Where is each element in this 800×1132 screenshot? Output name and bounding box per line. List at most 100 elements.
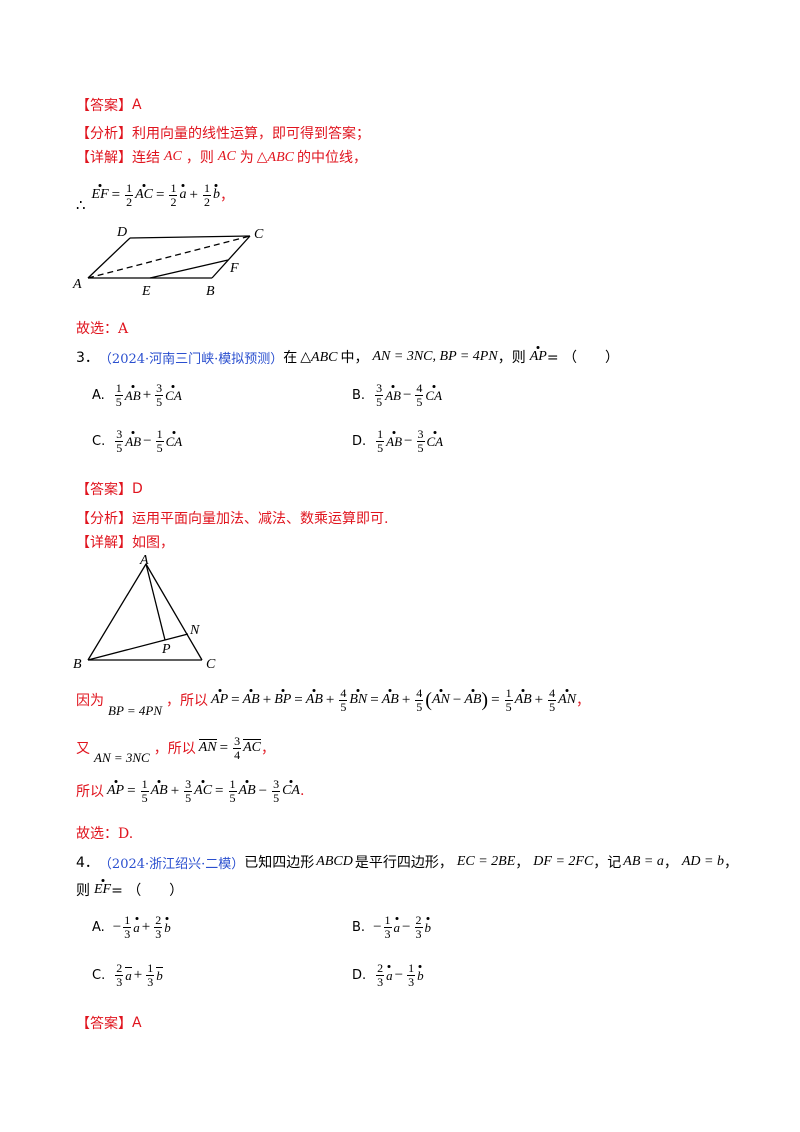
- stem-text: ，则: [497, 350, 526, 366]
- vector-b: b: [212, 187, 220, 202]
- q4-stem-line-2: 则 EF = （ ）: [76, 880, 183, 900]
- condition-df: DF = 2FC: [533, 854, 594, 869]
- detail-text: 为: [239, 150, 254, 166]
- triangle-figure: A N P B C: [73, 553, 216, 672]
- derivation-text: ，所以: [153, 741, 196, 757]
- vector-ap: AP: [529, 349, 547, 364]
- analysis-text: 运用平面向量加法、减法、数乘运算即可.: [132, 511, 389, 527]
- q3-stem: 3． （2024·河南三门峡·模拟预测） 在 △ABC 中， AN = 3NC,…: [76, 346, 619, 368]
- punctuation: ，: [515, 855, 530, 871]
- vertex-label-c: C: [254, 227, 264, 242]
- detail-text: 如图，: [132, 535, 174, 551]
- condition-vectors: AN = 3NC: [94, 750, 150, 765]
- stem-text: 中，: [340, 350, 369, 366]
- vertex-label-c: C: [206, 657, 216, 672]
- detail-tag: 【详解】: [76, 535, 132, 551]
- q3-answer-line: 【答案】 D: [76, 479, 143, 499]
- segment-ap: [145, 563, 166, 641]
- parallelogram-figure: D C F A E B: [72, 225, 264, 299]
- q3-detail-line: 【详解】 如图，: [76, 532, 174, 552]
- detail-text: 连结: [132, 150, 160, 166]
- detail-text: ，则: [185, 150, 214, 166]
- punctuation: ，: [219, 188, 234, 204]
- derivation-text: 因为: [76, 693, 104, 709]
- stem-text: 是平行四边形，: [354, 855, 453, 871]
- point-label-n: N: [189, 623, 200, 638]
- answer-tag: 【答案】: [76, 98, 132, 114]
- derivation-text: 所以: [76, 784, 104, 800]
- point-label-e: E: [141, 284, 151, 299]
- s1-analysis-line: 【分析】 利用向量的线性运算，即可得到答案；: [76, 123, 370, 143]
- answer-value: A: [132, 97, 142, 113]
- stem-text: 已知四边形: [244, 855, 315, 871]
- vertex-label-a: A: [139, 553, 149, 568]
- answer-tag: 【答案】: [76, 1016, 132, 1032]
- vector-a: a: [179, 187, 187, 202]
- punctuation: ，: [723, 855, 738, 871]
- punctuation: ，: [663, 855, 678, 871]
- conclusion-text: 故选：D.: [76, 826, 134, 842]
- stem-text: 在: [283, 350, 298, 366]
- q4-stem-line-1: 4． （2024·浙江绍兴·二模） 已知四边形 ABCD 是平行四边形， EC …: [76, 851, 738, 873]
- conclusion-text: 故选：A: [76, 321, 129, 337]
- answer-value: D: [132, 481, 143, 497]
- blank-paren: = （ ）: [111, 883, 184, 899]
- detail-text: 的中位线，: [297, 150, 367, 166]
- vector-ef: EF: [91, 187, 109, 202]
- stem-text: 则: [76, 883, 90, 899]
- question-source: （2024·浙江绍兴·二模）: [98, 856, 245, 872]
- vector-ef: EF: [94, 882, 112, 897]
- vertex-label-a: A: [72, 277, 82, 292]
- q3-analysis-line: 【分析】 运用平面向量加法、减法、数乘运算即可.: [76, 508, 388, 528]
- vertex-label-b: B: [206, 284, 215, 299]
- equals-sign: =: [111, 186, 121, 203]
- quadrilateral-abcd: ABCD: [316, 854, 353, 869]
- equals-sign: =: [156, 186, 165, 203]
- edge-ac: [145, 563, 203, 661]
- vector-ac: AC: [135, 187, 154, 202]
- question-number: 3．: [76, 350, 99, 366]
- condition-ad-b: AD = b: [681, 854, 724, 869]
- edge-ab: [87, 563, 147, 661]
- plus-sign: +: [189, 186, 198, 203]
- condition-ab-a: AB = a: [623, 854, 664, 869]
- point-label-p: P: [161, 642, 171, 657]
- q4-answer-line: 【答案】 A: [76, 1013, 142, 1033]
- condition-vectors: AN = 3NC, BP = 4PN: [372, 349, 498, 364]
- condition-vectors: BP = 4PN: [108, 703, 163, 718]
- answer-tag: 【答案】: [76, 482, 132, 498]
- therefore-symbol: ∴: [76, 198, 86, 214]
- edge-cb: [211, 235, 251, 279]
- edge-ad: [87, 237, 131, 279]
- vertex-label-d: D: [116, 225, 127, 240]
- triangle-abc: △ABC: [300, 349, 338, 365]
- segment-bn: [87, 633, 189, 661]
- blank-paren: = （ ）: [546, 350, 619, 366]
- s1-answer-line: 【答案】 A: [76, 95, 142, 115]
- segment-ac: AC: [164, 149, 182, 164]
- answer-value: A: [132, 1015, 142, 1031]
- q3-conclusion: 故选：D.: [76, 823, 133, 843]
- analysis-tag: 【分析】: [76, 511, 132, 527]
- s1-conclusion: 故选：A: [76, 318, 128, 338]
- segment-ef: [149, 259, 229, 279]
- edge-dc: [129, 235, 251, 239]
- s1-detail-line: 【详解】 连结 AC ，则 AC 为 △ABC 的中位线，: [76, 147, 367, 167]
- derivation-text: 又: [76, 741, 90, 757]
- diagonal-ac: [87, 235, 251, 279]
- triangle-abc: △ABC: [256, 149, 294, 165]
